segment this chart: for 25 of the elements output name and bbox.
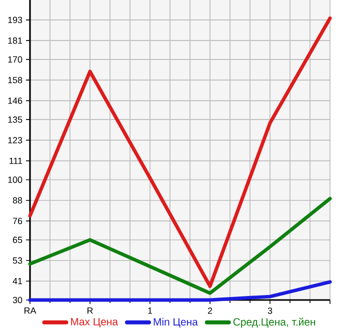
y-tick-label: 181 <box>8 37 22 44</box>
y-tick-label: 123 <box>8 137 22 144</box>
legend-label: Сред.Цена, т.йен <box>233 318 316 328</box>
y-tick-label: 158 <box>8 76 22 84</box>
y-tick-label: 111 <box>10 158 22 164</box>
y-tick-label: 65 <box>12 236 22 244</box>
y-tick-label: 53 <box>12 257 22 264</box>
x-tick-label: 1 <box>148 308 152 314</box>
x-tick-label: 2 <box>208 308 212 314</box>
legend-label: Max Цена <box>71 318 118 328</box>
x-tick-label: R <box>87 308 93 314</box>
y-tick-label: 100 <box>8 176 22 183</box>
y-tick-label: 30 <box>12 296 22 304</box>
y-tick-label: 193 <box>8 16 22 24</box>
x-tick-label: RA <box>24 308 36 314</box>
legend-label: Min Цена <box>154 318 198 328</box>
line-series <box>28 196 332 295</box>
y-tick-label: 146 <box>8 98 22 104</box>
y-tick-label: 41 <box>12 278 22 284</box>
y-tick-label: 76 <box>12 218 22 224</box>
line-series <box>28 16 332 288</box>
x-tick-label: 3 <box>268 308 272 314</box>
y-tick-label: 88 <box>12 197 22 204</box>
y-tick-label: 135 <box>8 116 22 123</box>
y-tick-label: 170 <box>8 56 22 63</box>
